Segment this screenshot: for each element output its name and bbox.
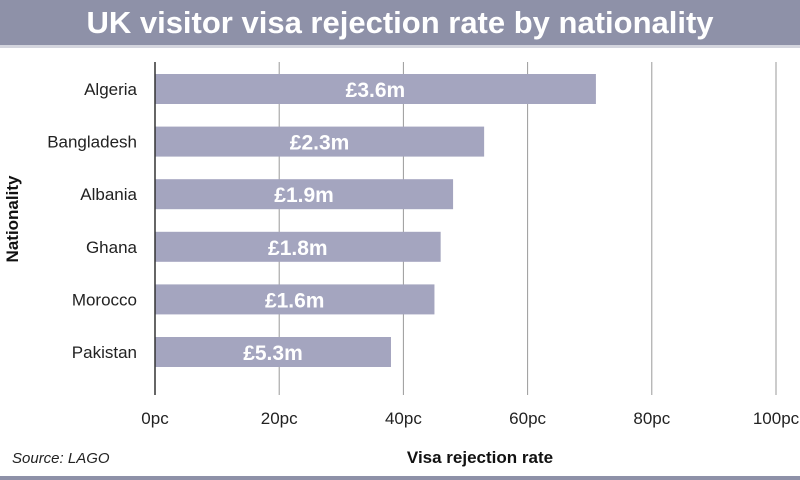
bar xyxy=(155,179,454,210)
category-label: Morocco xyxy=(72,290,137,309)
bar-value-label: £1.8m xyxy=(268,237,328,260)
title-divider xyxy=(0,45,800,48)
category-label: Bangladesh xyxy=(47,133,137,152)
bar-value-label: £5.3m xyxy=(243,342,303,365)
labels: Algeria £3.6m Bangladesh £2.3m Albania £1.9m G… xyxy=(47,79,405,365)
source-note: Source: LAGO xyxy=(12,450,110,467)
x-tick-label: 40pc xyxy=(385,409,422,428)
category-label: Algeria xyxy=(84,80,137,99)
x-tick-label: 20pc xyxy=(261,409,298,428)
y-axis-title: Nationality xyxy=(3,175,22,262)
bar-value-label: £1.6m xyxy=(265,289,325,312)
bar-value-label: £2.3m xyxy=(290,132,350,155)
grid-lines xyxy=(278,62,777,395)
chart-title: UK visitor visa rejection rate by nation… xyxy=(86,5,714,40)
x-tick-label: 0pc xyxy=(141,409,169,428)
bar xyxy=(155,126,485,157)
bar-value-label: £3.6m xyxy=(346,79,406,102)
bars xyxy=(155,74,596,367)
title-bar xyxy=(0,0,800,45)
category-label: Albania xyxy=(80,185,137,204)
bar xyxy=(155,284,435,315)
x-tick-labels: 0pc 20pc 40pc 60pc 80pc 100pc xyxy=(141,409,799,428)
x-axis-title: Visa rejection rate xyxy=(407,448,553,467)
x-tick-label: 100pc xyxy=(753,409,800,428)
bar-value-label: £1.9m xyxy=(274,184,334,207)
category-label: Pakistan xyxy=(72,343,137,362)
bar xyxy=(155,74,596,104)
bottom-divider xyxy=(0,476,800,480)
x-tick-label: 60pc xyxy=(509,409,546,428)
bar xyxy=(155,231,441,262)
x-tick-label: 80pc xyxy=(633,409,670,428)
bar xyxy=(155,337,391,367)
category-label: Ghana xyxy=(86,238,138,257)
